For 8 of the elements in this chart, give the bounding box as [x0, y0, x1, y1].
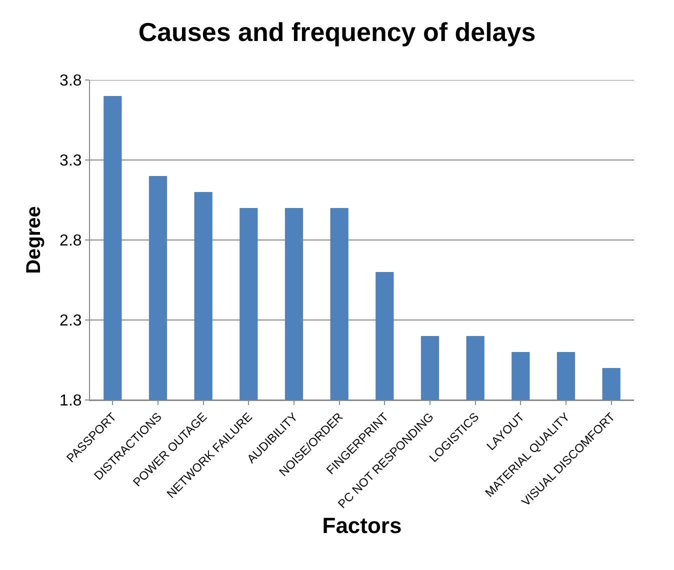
y-tick-label: 2.3: [60, 312, 82, 330]
y-tick-label: 2.8: [60, 232, 82, 250]
chart-title: Causes and frequency of delays: [138, 17, 536, 47]
y-tick-label: 1.8: [60, 392, 82, 410]
y-tick-label: 3.8: [60, 72, 82, 90]
y-tick-label: 3.3: [60, 152, 82, 170]
x-axis-title: Factors: [322, 513, 402, 538]
y-axis-title: Degree: [23, 206, 45, 274]
